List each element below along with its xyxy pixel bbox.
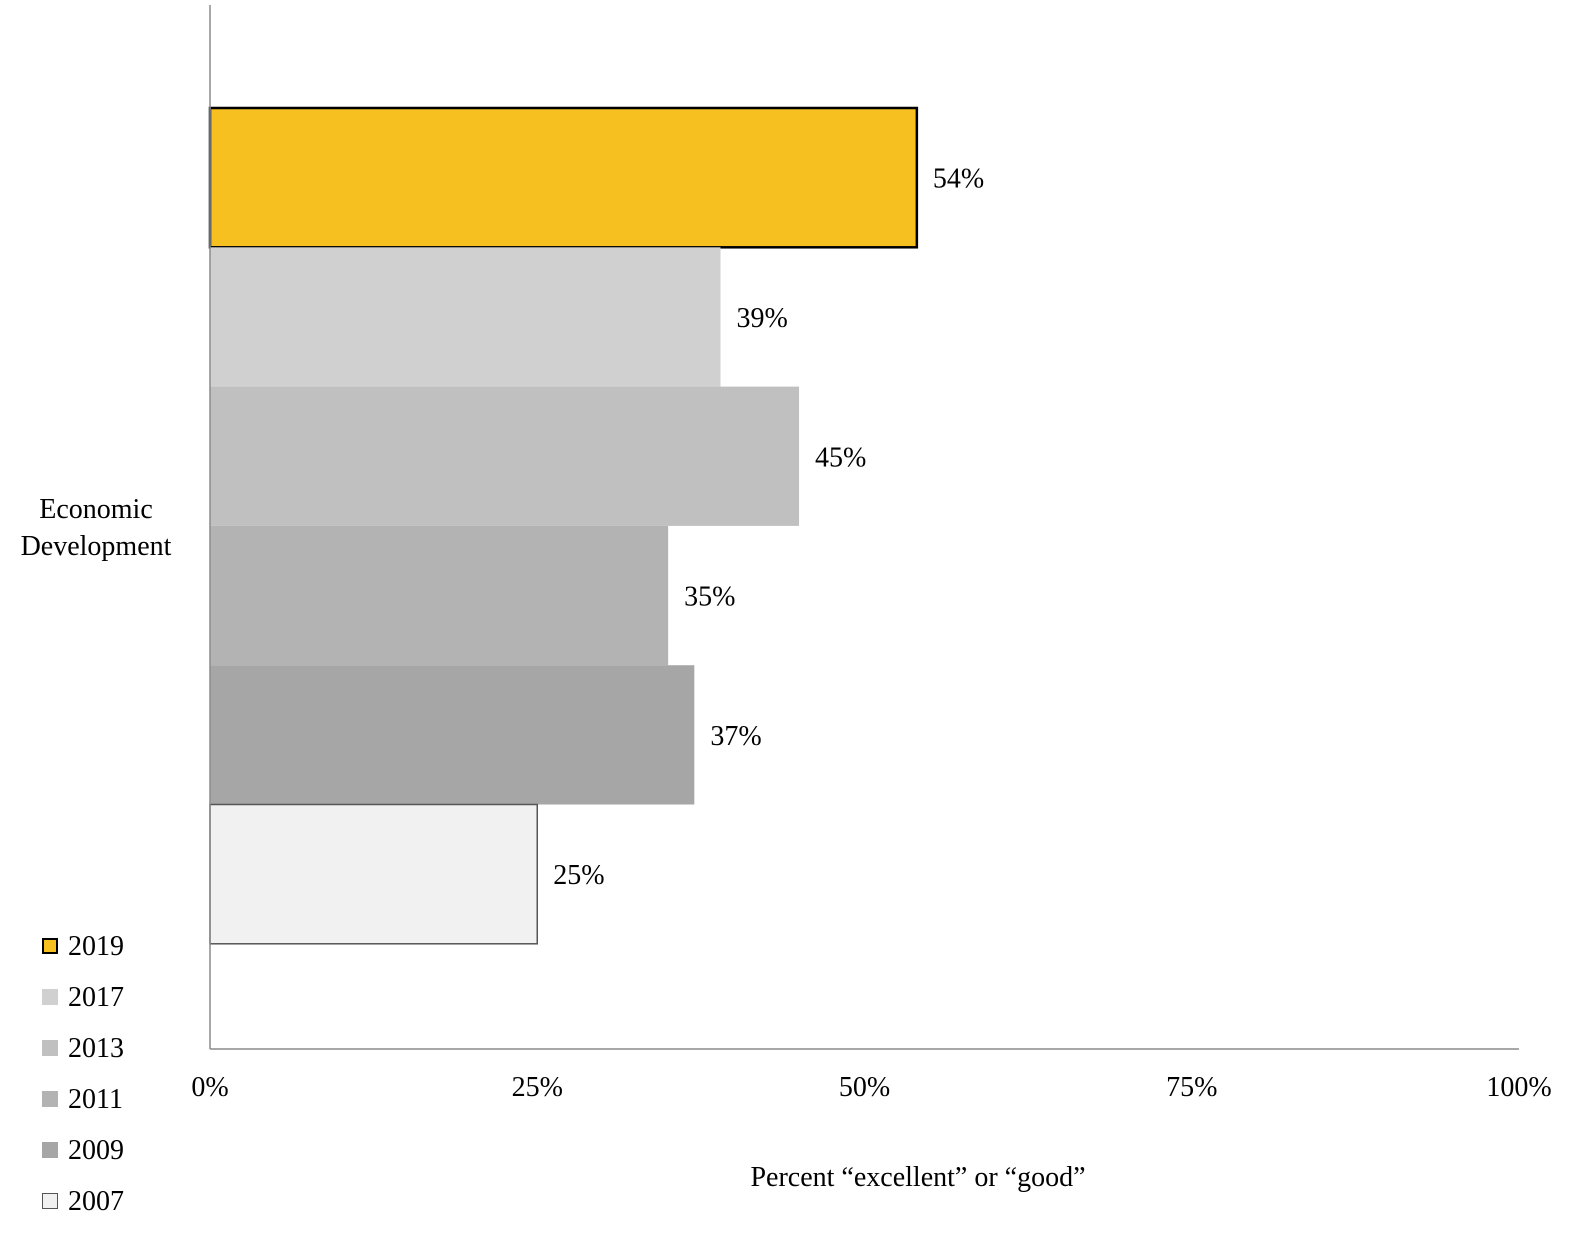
x-tick-label: 75% [1166,1072,1217,1103]
bar-2019 [210,108,917,247]
value-label-2011: 35% [684,582,735,613]
legend-label: 2019 [68,930,124,964]
legend-label: 2007 [68,1185,124,1219]
x-tick-label: 50% [839,1072,890,1103]
legend-label: 2011 [68,1083,123,1117]
bar-2017 [210,247,721,386]
legend-label: 2009 [68,1134,124,1168]
x-axis-title: Percent “excellent” or “good” [750,1162,1085,1193]
bar-2009 [210,665,694,804]
legend-label: 2013 [68,1032,124,1066]
legend-swatch [42,938,58,954]
legend-swatch [42,1193,58,1209]
legend-swatch [42,1040,58,1056]
legend-swatch [42,1142,58,1158]
category-label-line: Economic [39,494,153,525]
x-tick-label: 100% [1486,1072,1551,1103]
legend-label: 2017 [68,981,124,1015]
x-tick-label: 0% [191,1072,228,1103]
bar-2013 [210,387,799,526]
legend-swatch [42,1091,58,1107]
value-label-2007: 25% [553,860,604,891]
category-label: Economic Development [21,494,172,562]
value-label-2013: 45% [815,442,866,473]
x-tick-label: 25% [512,1072,563,1103]
value-label-2009: 37% [710,721,761,752]
x-tick-labels: 0% 25% 50% 75% 100% [191,1072,1551,1103]
bars [210,108,917,944]
legend-swatch [42,989,58,1005]
value-label-2017: 39% [737,303,788,334]
value-label-2019: 54% [933,164,984,195]
bar-2007 [210,805,537,944]
category-label-line: Development [21,531,172,562]
bar-2011 [210,526,668,665]
